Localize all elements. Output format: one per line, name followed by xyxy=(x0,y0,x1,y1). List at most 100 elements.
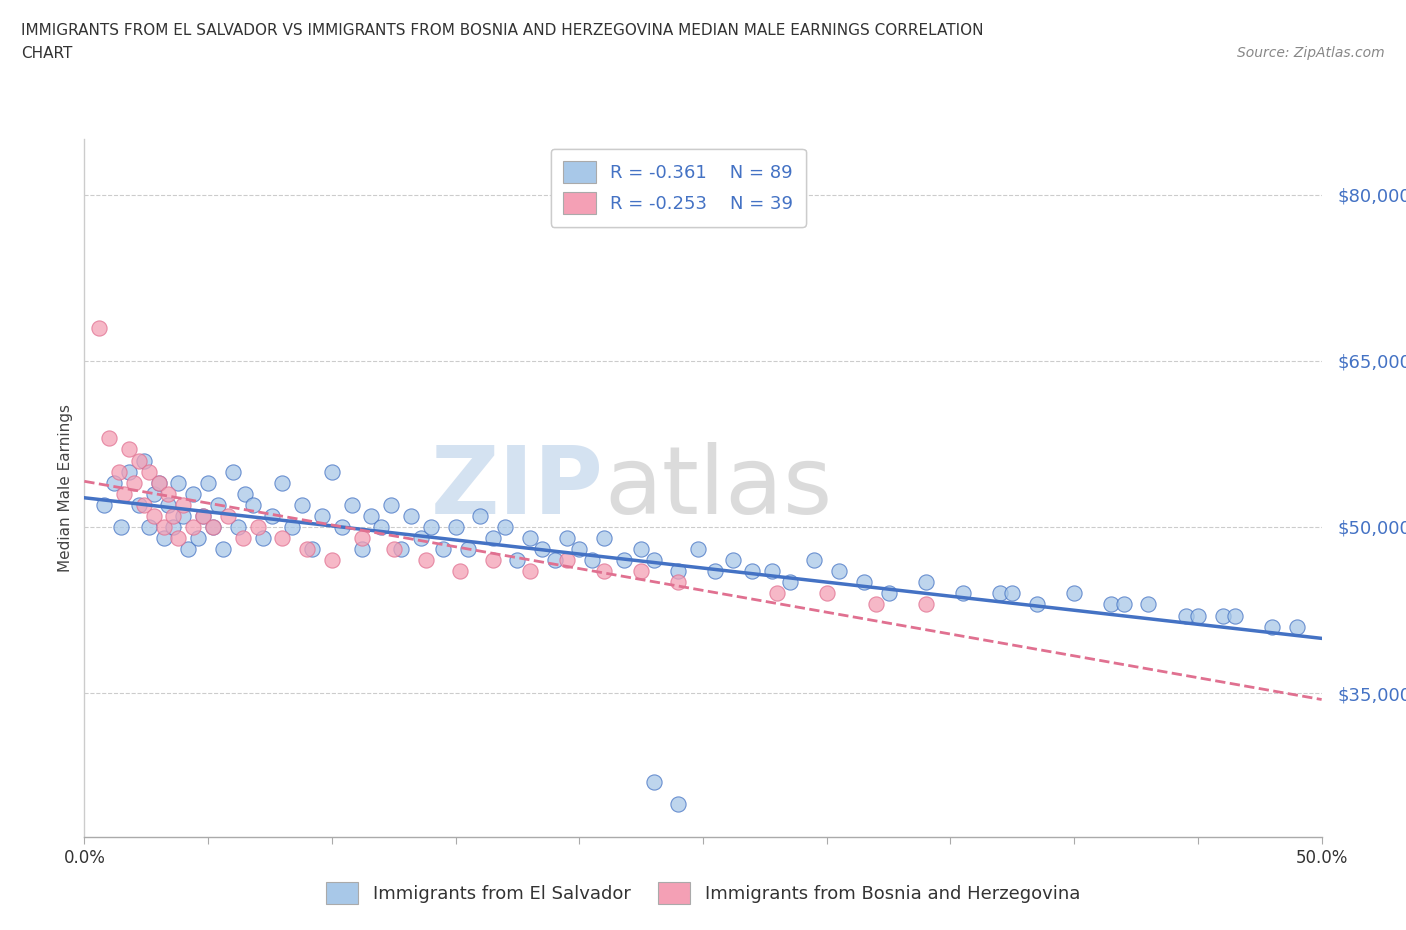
Point xyxy=(157,486,180,501)
Point xyxy=(630,564,652,578)
Point xyxy=(444,520,467,535)
Point xyxy=(232,531,254,546)
Point xyxy=(152,520,174,535)
Text: CHART: CHART xyxy=(21,46,73,61)
Point xyxy=(470,509,492,524)
Point xyxy=(118,442,141,457)
Point xyxy=(202,520,225,535)
Point xyxy=(865,597,887,612)
Point xyxy=(1137,597,1160,612)
Point xyxy=(321,464,343,479)
Point xyxy=(138,520,160,535)
Point xyxy=(122,475,145,490)
Point xyxy=(207,498,229,512)
Point xyxy=(252,531,274,546)
Legend: R = -0.361    N = 89, R = -0.253    N = 39: R = -0.361 N = 89, R = -0.253 N = 39 xyxy=(551,149,806,227)
Point xyxy=(242,498,264,512)
Point xyxy=(103,475,125,490)
Point xyxy=(506,552,529,567)
Point xyxy=(132,498,155,512)
Point xyxy=(481,552,503,567)
Point xyxy=(108,464,131,479)
Point xyxy=(157,498,180,512)
Point xyxy=(450,564,472,578)
Point xyxy=(89,320,111,335)
Point xyxy=(132,453,155,468)
Point xyxy=(350,531,373,546)
Point xyxy=(382,541,405,556)
Point xyxy=(110,520,132,535)
Point xyxy=(191,509,214,524)
Point xyxy=(360,509,382,524)
Point xyxy=(291,498,314,512)
Point xyxy=(666,575,689,590)
Point xyxy=(181,486,204,501)
Point xyxy=(1187,608,1209,623)
Point xyxy=(666,796,689,811)
Point xyxy=(914,575,936,590)
Point xyxy=(686,541,709,556)
Y-axis label: Median Male Earnings: Median Male Earnings xyxy=(58,405,73,572)
Point xyxy=(761,564,783,578)
Point xyxy=(167,475,190,490)
Point xyxy=(1063,586,1085,601)
Point xyxy=(1099,597,1122,612)
Point xyxy=(877,586,900,601)
Point xyxy=(148,475,170,490)
Point xyxy=(494,520,516,535)
Point xyxy=(330,520,353,535)
Point xyxy=(914,597,936,612)
Point xyxy=(779,575,801,590)
Point xyxy=(162,509,184,524)
Point xyxy=(852,575,875,590)
Point xyxy=(568,541,591,556)
Point xyxy=(1026,597,1049,612)
Point xyxy=(172,509,194,524)
Point xyxy=(409,531,432,546)
Point xyxy=(399,509,422,524)
Point xyxy=(1223,608,1246,623)
Point xyxy=(212,541,235,556)
Point xyxy=(191,509,214,524)
Point xyxy=(98,431,121,445)
Point xyxy=(1174,608,1197,623)
Point xyxy=(301,541,323,556)
Text: IMMIGRANTS FROM EL SALVADOR VS IMMIGRANTS FROM BOSNIA AND HERZEGOVINA MEDIAN MAL: IMMIGRANTS FROM EL SALVADOR VS IMMIGRANT… xyxy=(21,23,984,38)
Point xyxy=(643,774,665,789)
Point xyxy=(167,531,190,546)
Point xyxy=(281,520,304,535)
Point xyxy=(271,475,294,490)
Point xyxy=(118,464,141,479)
Point xyxy=(815,586,838,601)
Point xyxy=(721,552,744,567)
Point xyxy=(112,486,135,501)
Point xyxy=(321,552,343,567)
Point xyxy=(202,520,225,535)
Point xyxy=(803,552,825,567)
Point xyxy=(419,520,441,535)
Point xyxy=(222,464,245,479)
Point xyxy=(187,531,209,546)
Point xyxy=(233,486,256,501)
Point xyxy=(741,564,763,578)
Point xyxy=(295,541,318,556)
Text: ZIP: ZIP xyxy=(432,443,605,534)
Point xyxy=(952,586,974,601)
Point xyxy=(555,531,578,546)
Point xyxy=(1112,597,1135,612)
Point xyxy=(177,541,200,556)
Point xyxy=(128,453,150,468)
Point xyxy=(172,498,194,512)
Point xyxy=(432,541,454,556)
Point xyxy=(138,464,160,479)
Point xyxy=(519,564,541,578)
Point xyxy=(311,509,333,524)
Point xyxy=(197,475,219,490)
Point xyxy=(988,586,1011,601)
Point xyxy=(148,475,170,490)
Point xyxy=(643,552,665,567)
Point xyxy=(828,564,851,578)
Point xyxy=(1001,586,1024,601)
Point xyxy=(555,552,578,567)
Point xyxy=(666,564,689,578)
